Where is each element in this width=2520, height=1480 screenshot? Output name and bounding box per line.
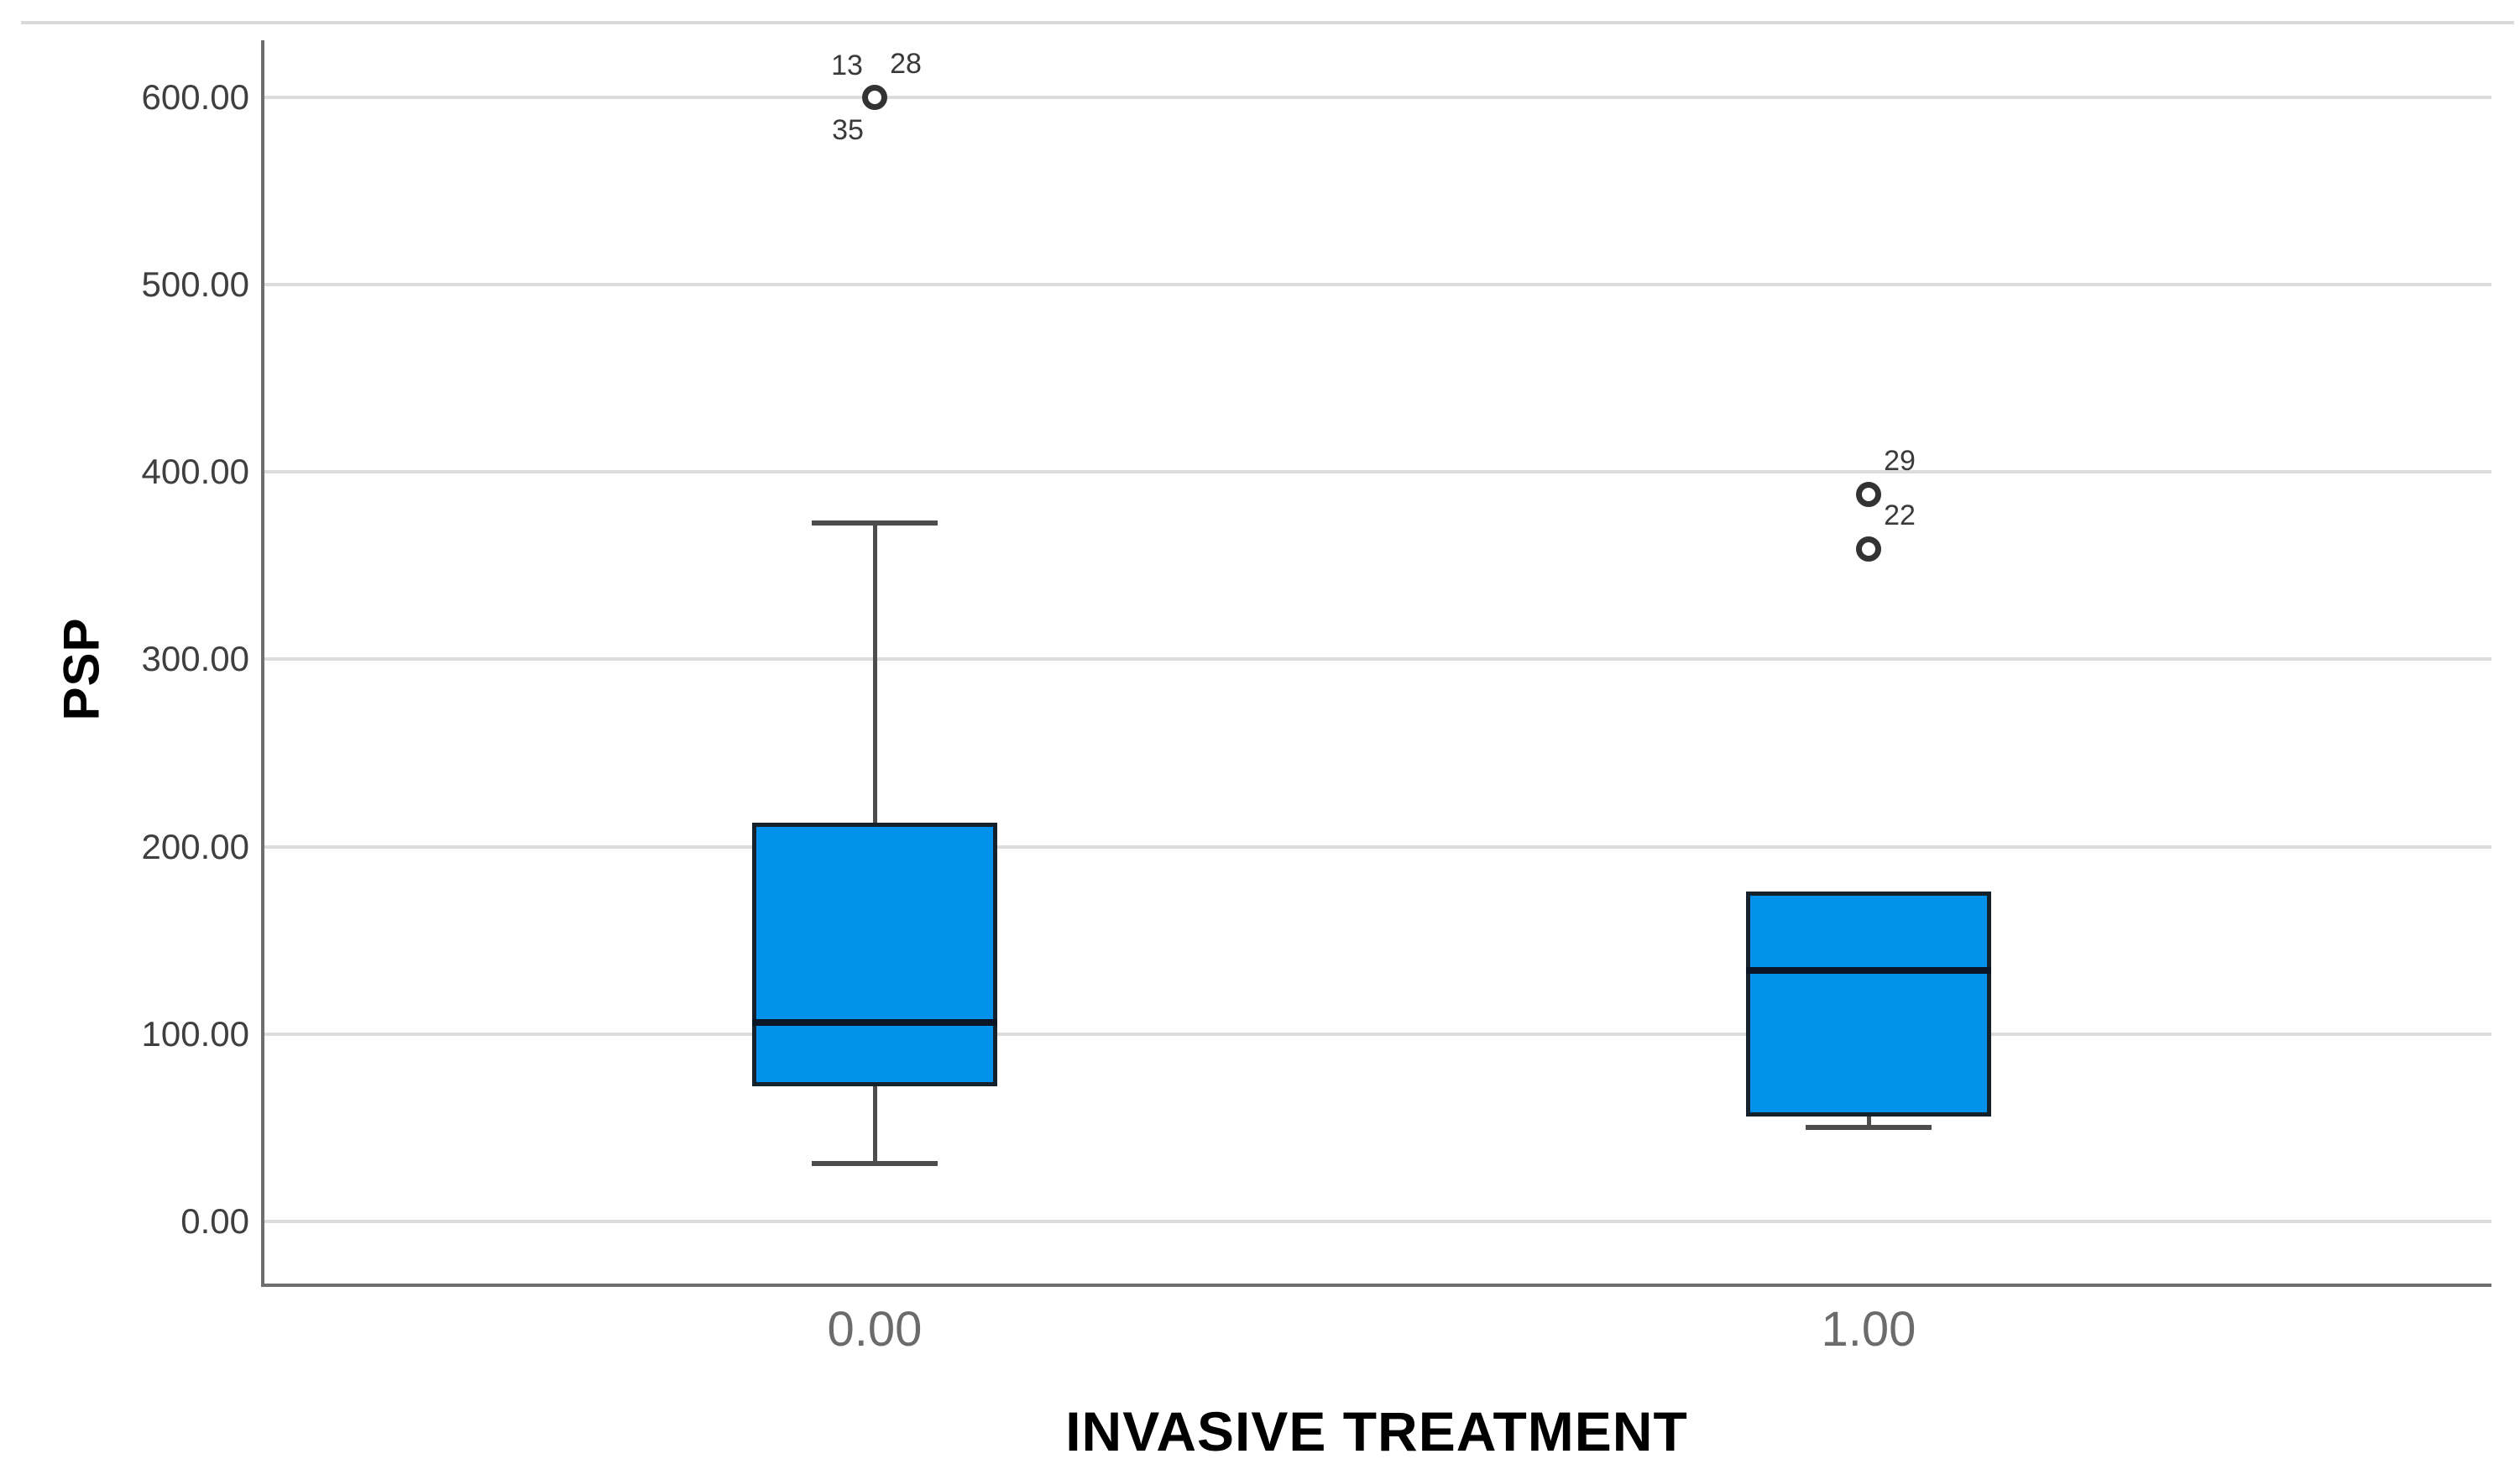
x-tick-label: 1.00 xyxy=(1821,1302,1916,1357)
frame-top-line xyxy=(21,21,2514,24)
box xyxy=(752,822,997,1087)
whisker-upper-line xyxy=(873,522,877,823)
outlier-label: 28 xyxy=(890,47,922,80)
gridline xyxy=(264,657,2491,662)
gridline xyxy=(264,1032,2491,1036)
whisker-lower-line xyxy=(1867,1117,1871,1128)
y-tick-label: 100.00 xyxy=(141,1013,249,1054)
y-tick-label: 500.00 xyxy=(141,264,249,305)
y-tick-label: 600.00 xyxy=(141,76,249,117)
outlier-point xyxy=(862,84,887,110)
y-tick-label: 400.00 xyxy=(141,452,249,492)
outlier-point xyxy=(1856,482,1881,508)
box xyxy=(1746,892,1991,1117)
gridline xyxy=(264,1220,2491,1223)
median-line xyxy=(752,1019,997,1027)
gridline xyxy=(264,845,2491,849)
outlier-label: 29 xyxy=(1884,445,1916,478)
x-tick-label: 0.00 xyxy=(827,1302,923,1357)
whisker-upper-cap xyxy=(812,520,938,526)
median-line xyxy=(1746,966,1991,974)
outlier-label: 35 xyxy=(832,113,864,146)
x-axis-title: INVASIVE TREATMENT xyxy=(1065,1400,1688,1462)
outlier-label: 22 xyxy=(1884,499,1916,531)
y-tick-label: 0.00 xyxy=(180,1201,249,1241)
outlier-point xyxy=(1856,536,1881,562)
y-axis-title: PSP xyxy=(53,617,110,721)
whisker-lower-cap xyxy=(812,1160,938,1166)
y-tick-label: 200.00 xyxy=(141,826,249,866)
outlier-label: 13 xyxy=(831,49,863,81)
whisker-lower-line xyxy=(873,1086,877,1164)
gridline xyxy=(264,95,2491,99)
y-axis-line xyxy=(261,40,264,1287)
gridline xyxy=(264,470,2491,474)
gridline xyxy=(264,283,2491,287)
whisker-lower-cap xyxy=(1806,1125,1932,1131)
y-tick-label: 300.00 xyxy=(141,639,249,679)
x-axis-line xyxy=(261,1284,2491,1287)
